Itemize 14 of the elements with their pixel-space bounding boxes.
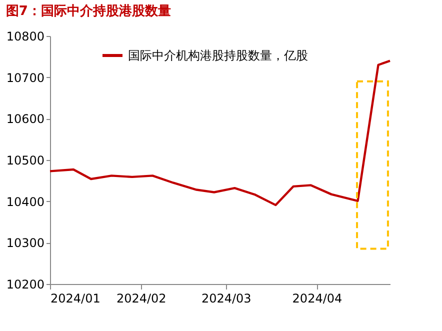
y-tick-label: 10300 xyxy=(6,236,44,250)
x-tick-label: 2024/02 xyxy=(116,292,166,306)
x-tick-label: 2024/01 xyxy=(50,292,100,306)
line-series xyxy=(48,60,392,206)
y-tick-label: 10700 xyxy=(6,70,44,85)
legend-label: 国际中介机构港股持股数量，亿股 xyxy=(128,48,308,62)
y-tick-label: 10500 xyxy=(6,154,44,168)
y-tick-label: 10800 xyxy=(6,30,44,44)
chart-title: 图7：国际中介持股港股数量 xyxy=(6,4,171,19)
x-tick-label: 2024/04 xyxy=(292,292,342,306)
y-tick-label: 10200 xyxy=(6,278,44,292)
x-tick-label: 2024/03 xyxy=(201,292,252,306)
y-tick-label: 10600 xyxy=(6,112,44,126)
y-tick-label: 10400 xyxy=(6,194,44,209)
